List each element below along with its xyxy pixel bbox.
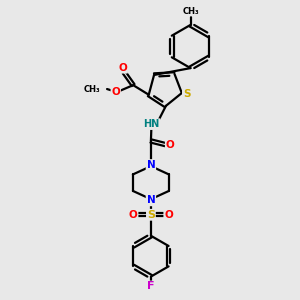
- Text: HN: HN: [143, 119, 160, 129]
- Text: O: O: [129, 210, 138, 220]
- Text: N: N: [146, 160, 155, 170]
- Text: S: S: [183, 88, 190, 99]
- Text: O: O: [111, 87, 120, 97]
- Text: CH₃: CH₃: [182, 7, 199, 16]
- Text: O: O: [166, 140, 175, 150]
- Text: CH₃: CH₃: [84, 85, 100, 94]
- Text: S: S: [147, 210, 155, 220]
- Text: O: O: [118, 63, 127, 73]
- Text: N: N: [146, 195, 155, 206]
- Text: O: O: [164, 210, 173, 220]
- Text: F: F: [147, 281, 155, 292]
